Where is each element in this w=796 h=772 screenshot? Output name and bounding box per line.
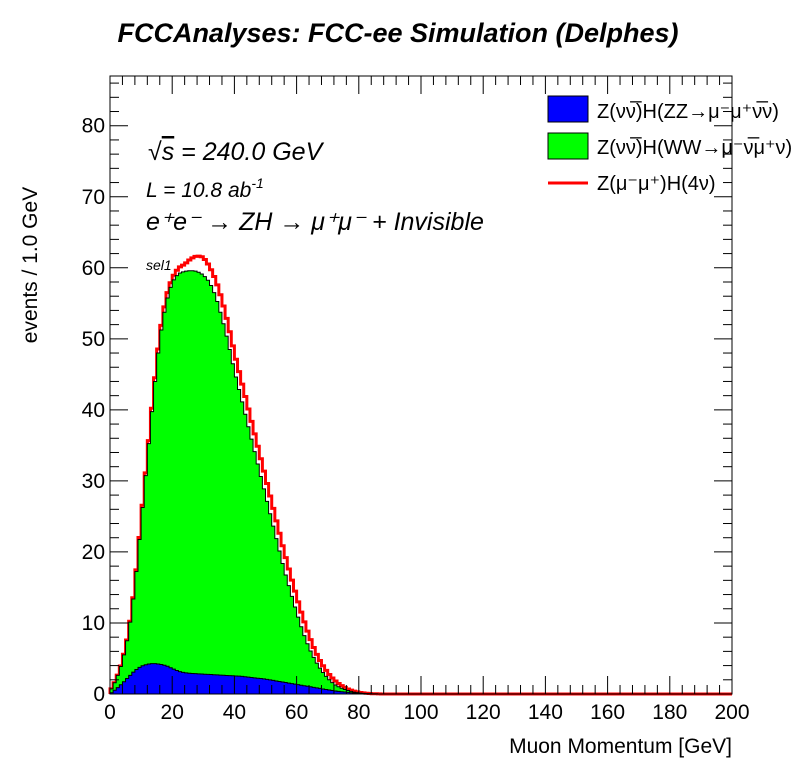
x-axis-label: Muon Momentum [GeV]	[509, 735, 732, 758]
sqrt-variable: s	[162, 138, 175, 166]
x-tick-label: 80	[347, 701, 370, 724]
series-area-ww	[109, 270, 732, 695]
y-tick-label: 30	[82, 470, 105, 493]
x-tick-label: 40	[223, 701, 246, 724]
energy-annotation: √s = 240.0 GeV	[148, 138, 325, 166]
legend-label-ww: Z(νν̅)H(WW→μ⁻ν̅μ⁺ν)	[597, 136, 792, 159]
x-tick-label: 140	[528, 701, 563, 724]
process-annotation: e⁺e⁻ → ZH → μ⁺μ⁻ + Invisible	[146, 208, 484, 236]
y-tick-label: 0	[93, 683, 105, 706]
legend-swatch-zz	[547, 95, 589, 123]
lumi-annotation: L = 10.8 ab-1	[146, 175, 264, 202]
chart-title: FCCAnalyses: FCC-ee Simulation (Delphes)	[117, 18, 679, 48]
y-tick-label: 70	[82, 186, 105, 209]
stack-fills	[109, 270, 732, 695]
x-tick-label: 120	[466, 701, 501, 724]
x-tick-label: 100	[403, 701, 438, 724]
y-tick-label: 50	[82, 328, 105, 351]
x-tick-label: 20	[161, 701, 184, 724]
y-tick-label: 40	[82, 399, 105, 422]
x-tick-label: 60	[285, 701, 308, 724]
lumi-prefix: L = 10.8 ab	[146, 179, 252, 202]
x-tick-label: 180	[652, 701, 687, 724]
y-tick-label: 80	[82, 115, 105, 138]
lumi-exponent: -1	[251, 175, 263, 191]
legend-label-signal: Z(μ⁻μ⁺)H(4ν)	[597, 173, 716, 195]
y-axis: 0 10 20 30 40 50 60 70 80	[82, 82, 732, 706]
x-tick-label: 160	[590, 701, 625, 724]
x-tick-label: 200	[714, 701, 749, 724]
selection-annotation: sel1	[146, 257, 172, 273]
x-tick-label: 0	[104, 701, 116, 724]
legend: Z(νν̅)H(ZZ→μ⁻μ⁺ν̅ν) Z(νν̅)H(WW→μ⁻ν̅μ⁺ν) …	[547, 95, 792, 195]
y-tick-label: 60	[82, 257, 105, 280]
y-tick-label: 20	[82, 541, 105, 564]
y-tick-label: 10	[82, 612, 105, 635]
y-axis-label: events / 1.0 GeV	[19, 187, 42, 343]
sqrt-symbol: √	[148, 138, 162, 166]
legend-swatch-ww	[547, 132, 589, 160]
legend-label-zz: Z(νν̅)H(ZZ→μ⁻μ⁺ν̅ν)	[597, 100, 779, 123]
x-axis: 0 20 40 60 80 100 120 140 160 180 200	[104, 76, 750, 724]
energy-value: = 240.0 GeV	[174, 138, 324, 166]
